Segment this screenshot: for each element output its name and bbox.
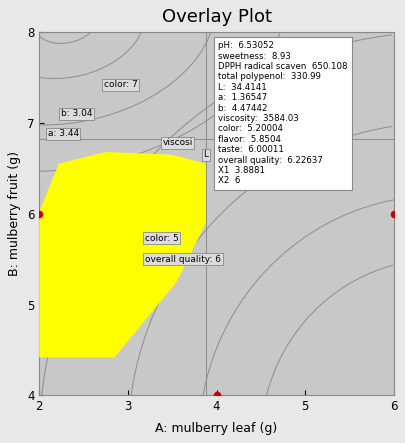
Text: overall quality: 6: overall quality: 6 xyxy=(145,255,220,264)
Text: color: 7: color: 7 xyxy=(104,80,137,89)
Text: color: 5: color: 5 xyxy=(144,234,178,243)
Text: b: 3.04: b: 3.04 xyxy=(61,109,92,118)
X-axis label: A: mulberry leaf (g): A: mulberry leaf (g) xyxy=(155,422,277,435)
Title: Overlay Plot: Overlay Plot xyxy=(161,8,271,26)
Text: L: L xyxy=(203,150,208,159)
Text: viscosi: viscosi xyxy=(162,138,192,148)
Text: pH:  6.53052
sweetness:  8.93
DPPH radical scaven  650.108
total polypenol:  330: pH: 6.53052 sweetness: 8.93 DPPH radical… xyxy=(218,41,347,185)
Text: a: 3.44: a: 3.44 xyxy=(47,129,79,138)
Polygon shape xyxy=(39,152,205,358)
Y-axis label: B: mulberry fruit (g): B: mulberry fruit (g) xyxy=(9,151,21,276)
